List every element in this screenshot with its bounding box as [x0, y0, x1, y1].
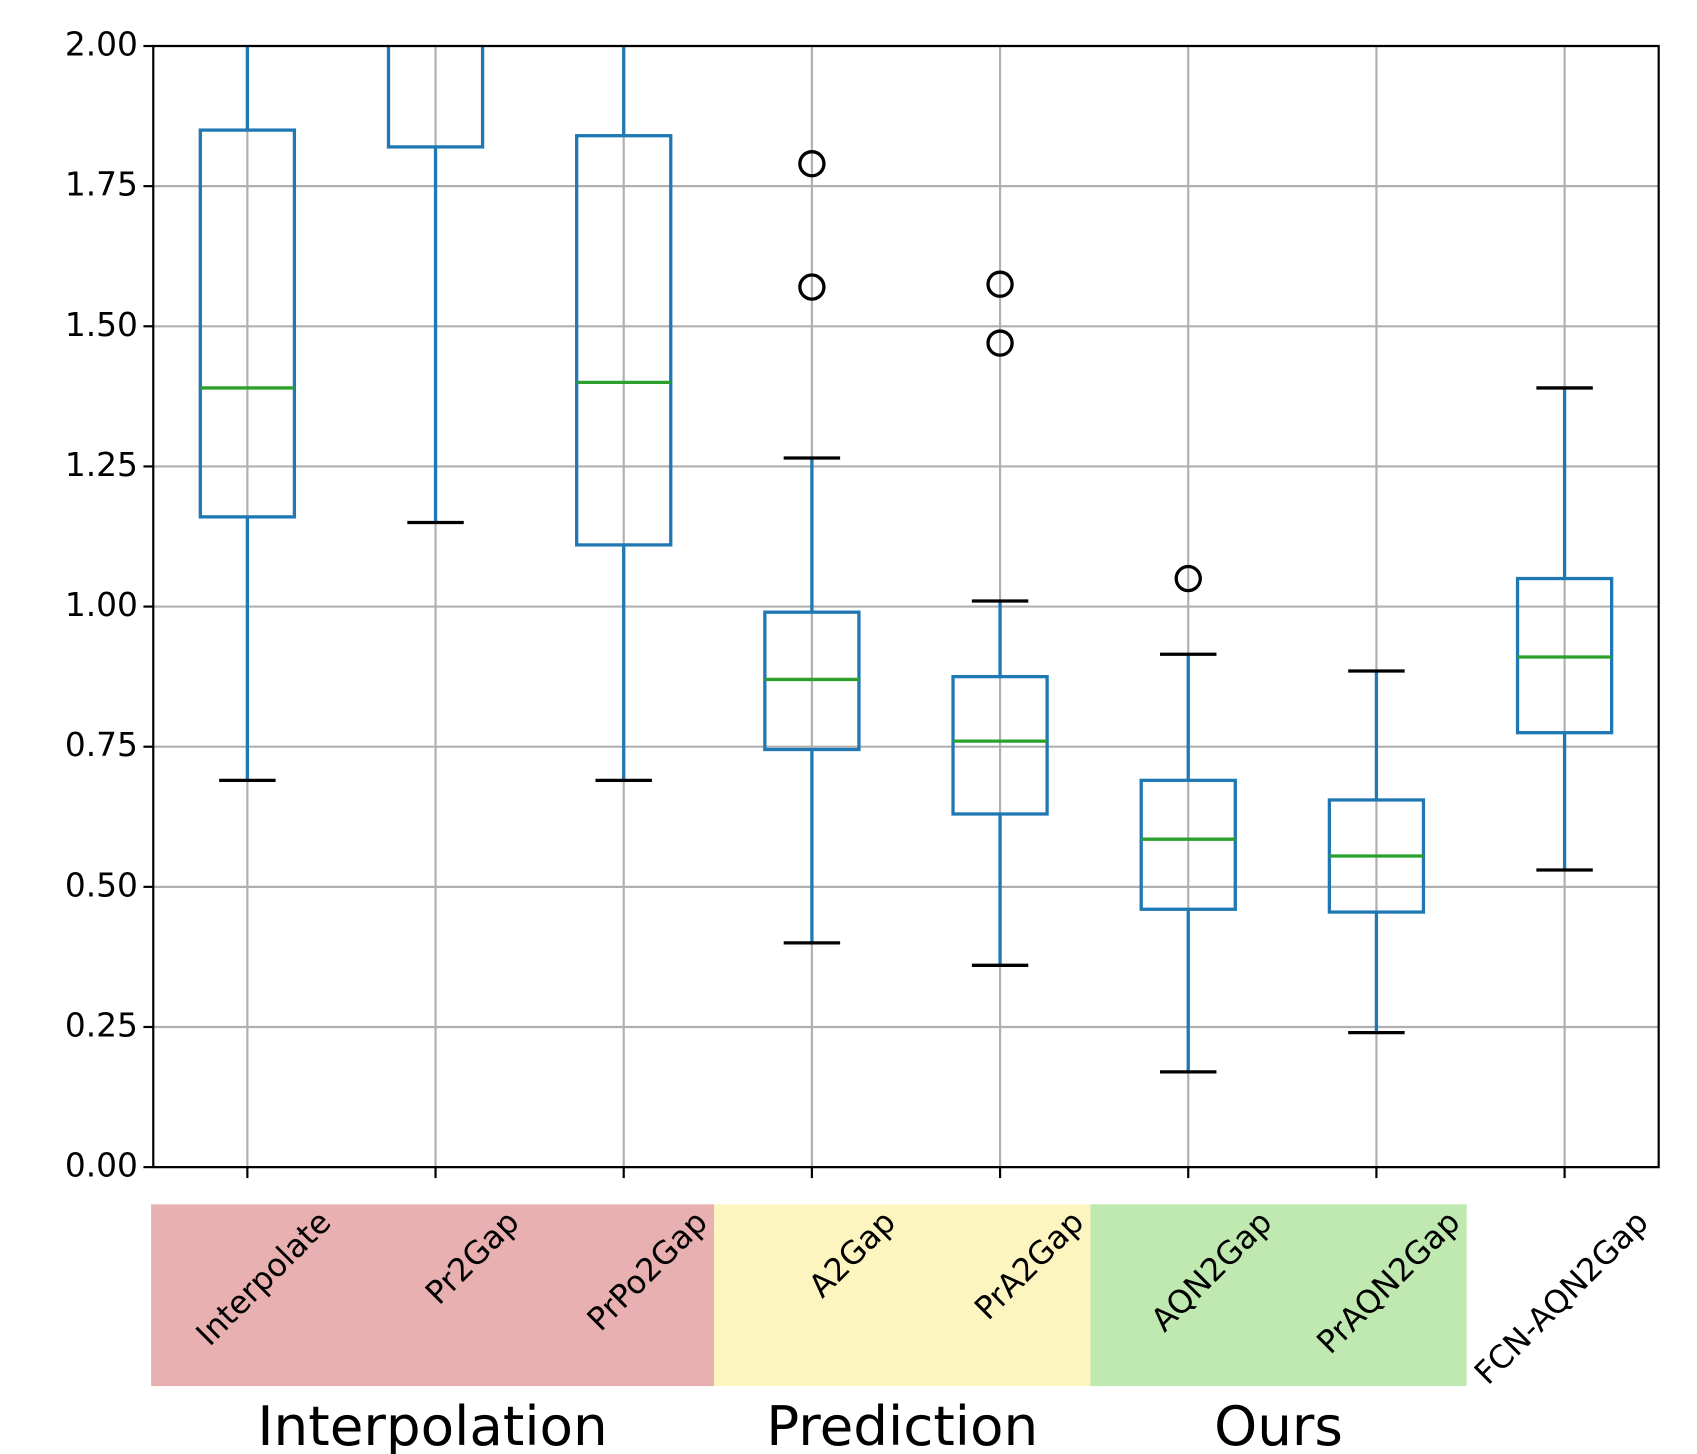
- box: [575, 134, 673, 547]
- flier: [1174, 564, 1202, 593]
- y-tick-label: 1.00: [65, 586, 138, 624]
- group-label: Interpolation: [257, 1394, 607, 1454]
- box: [386, 46, 485, 149]
- x-tick-label: FCN-AQN2Gap: [1468, 1204, 1656, 1392]
- group-label: Ours: [1214, 1394, 1343, 1454]
- y-tick-label: 0.00: [65, 1147, 138, 1185]
- y-tick-label: 1.50: [65, 306, 138, 344]
- box: [1139, 778, 1237, 911]
- y-tick-label: 1.25: [65, 446, 138, 484]
- y-tick-label: 0.25: [65, 1006, 138, 1044]
- group-label: Prediction: [766, 1394, 1038, 1454]
- y-tick-label: 0.75: [65, 726, 138, 764]
- group-band: [714, 1204, 1091, 1387]
- flier: [798, 273, 826, 301]
- flier: [798, 150, 826, 178]
- group-band: [151, 1204, 715, 1387]
- y-tick-label: 2.00: [65, 26, 138, 64]
- y-tick-label: 0.50: [65, 866, 138, 904]
- box: [198, 128, 297, 519]
- flier: [986, 329, 1014, 357]
- box: [951, 674, 1049, 816]
- flier: [986, 270, 1014, 298]
- y-tick-label: 1.75: [65, 166, 138, 204]
- group-band: [1090, 1204, 1467, 1387]
